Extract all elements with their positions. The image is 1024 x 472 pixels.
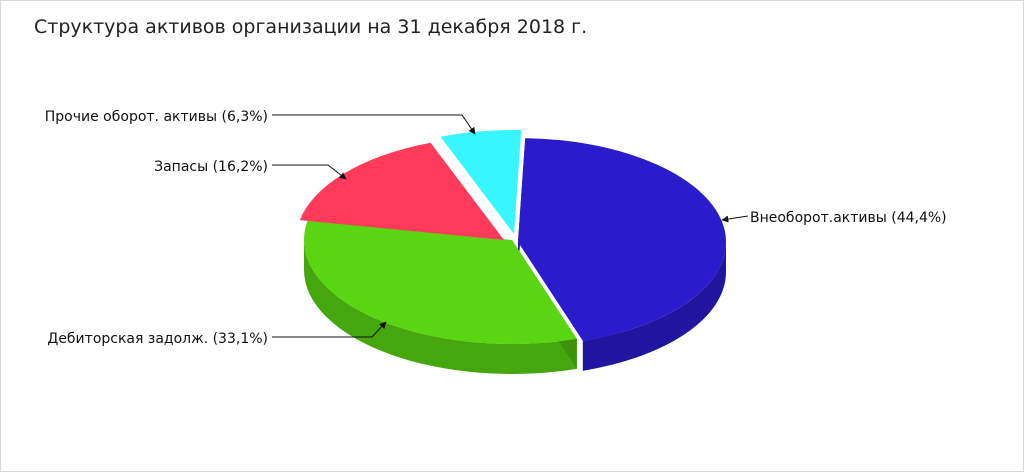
slice-inventories	[299, 142, 504, 240]
leader-line-other-current-assets	[272, 114, 476, 135]
slice-label-inventories: Запасы (16,2%)	[154, 159, 268, 175]
slice-receivables	[304, 220, 577, 344]
slice-label-noncurrent-assets: Внеоборот.активы (44,4%)	[750, 210, 947, 226]
chart-title: Структура активов организации на 31 дека…	[34, 16, 588, 38]
slice-noncurrent-assets	[518, 138, 726, 341]
leader-line-receivables	[272, 321, 387, 338]
leader-line-inventories	[272, 164, 347, 180]
slice-label-receivables: Дебиторская задолж. (33,1%)	[47, 331, 268, 347]
slice-side-receivables	[304, 240, 577, 374]
leader-line-noncurrent-assets	[721, 215, 749, 223]
slice-label-other-current-assets: Прочие оборот. активы (6,3%)	[45, 109, 268, 125]
slice-side-noncurrent-assets	[582, 242, 726, 371]
slice-other-current-assets	[440, 130, 522, 234]
